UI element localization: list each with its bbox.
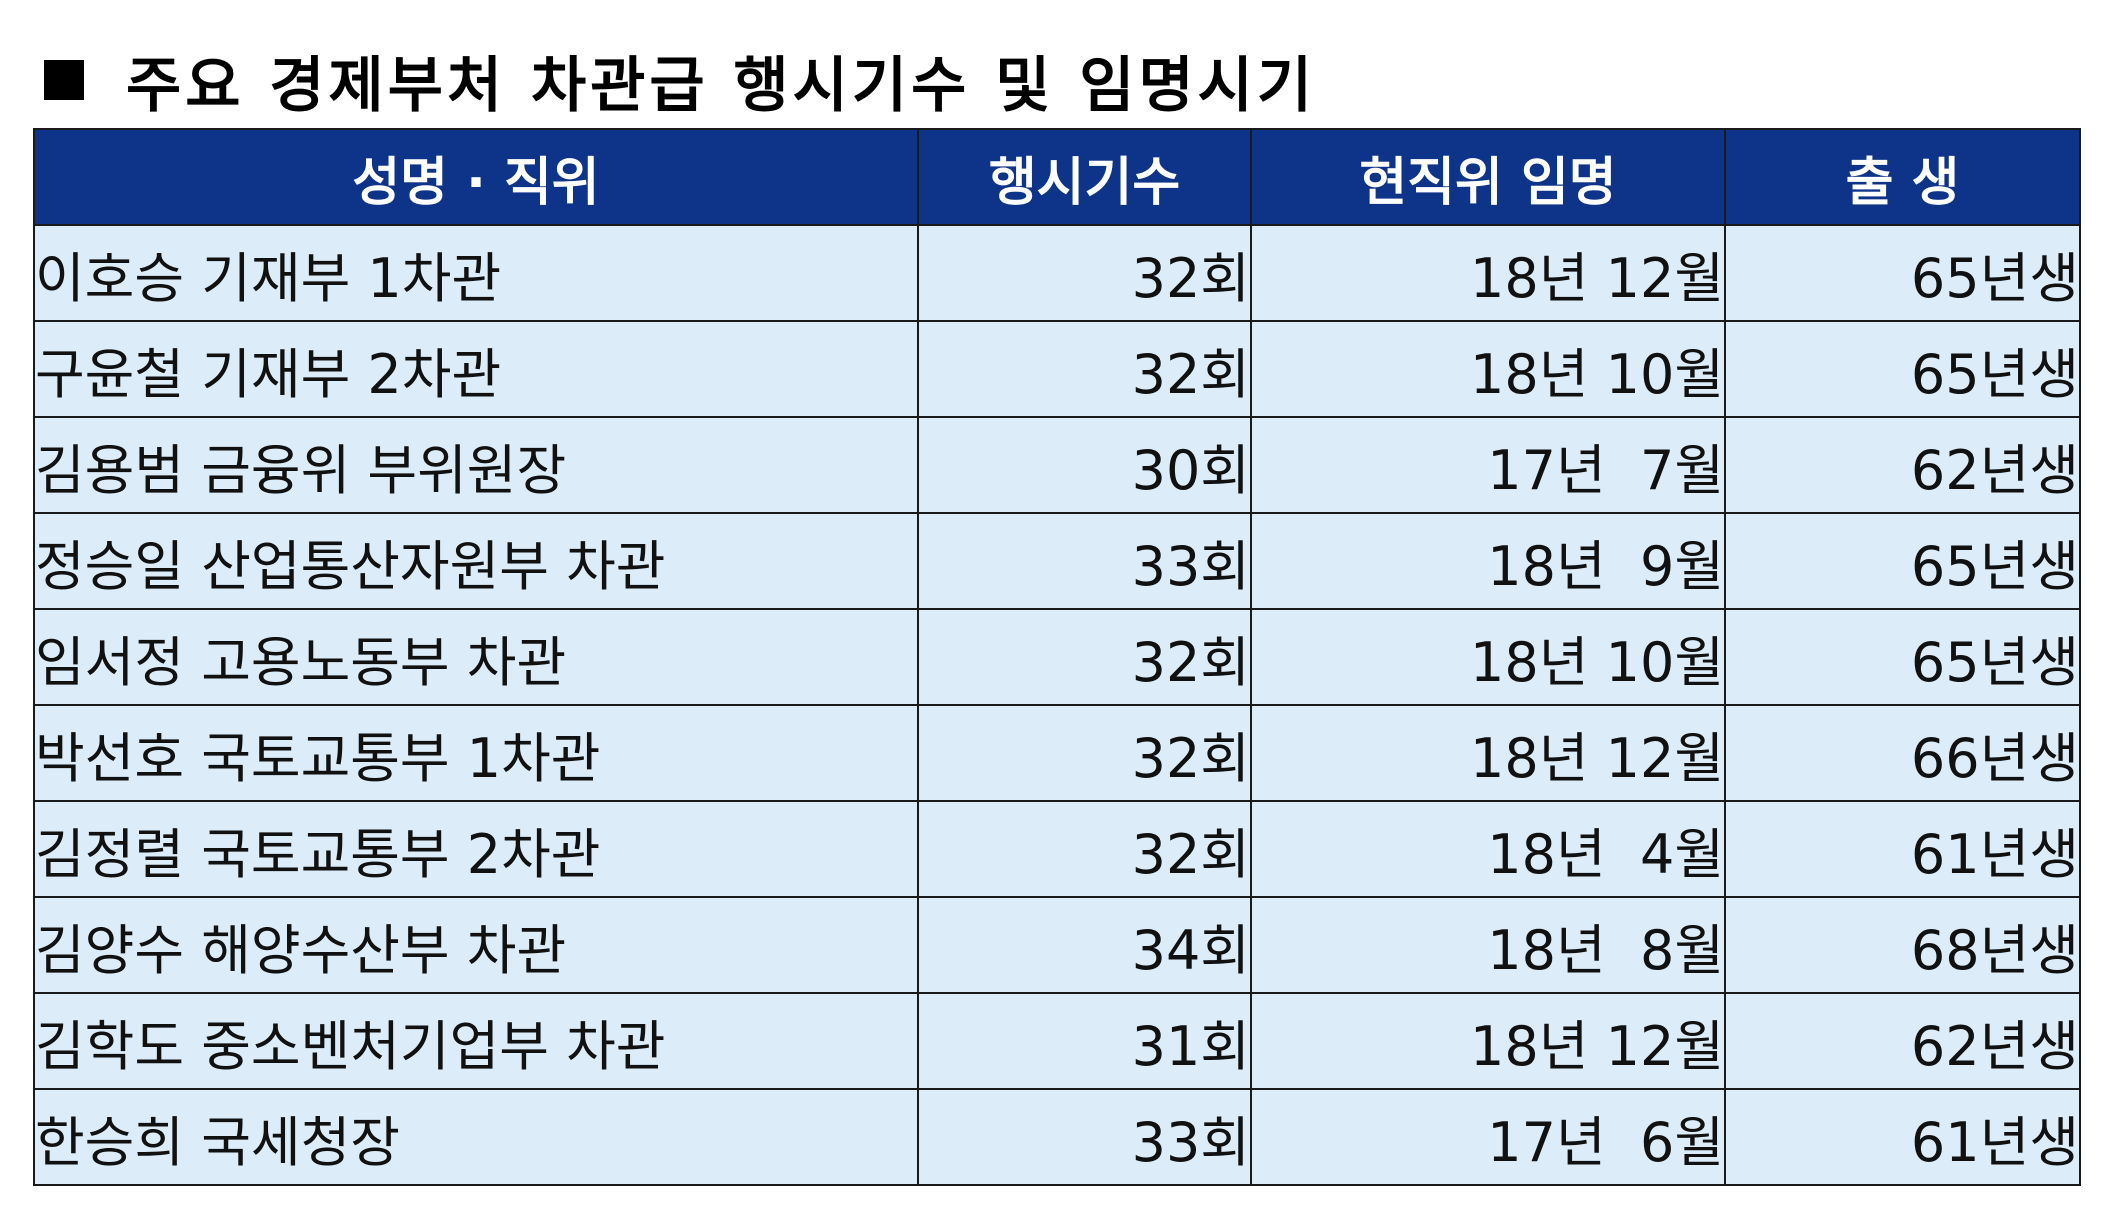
header-exam-cohort: 행시기수 bbox=[917, 128, 1252, 226]
cell-appointment-date: 18년 4월 bbox=[1250, 800, 1726, 898]
cell-birth-year: 62년생 bbox=[1724, 416, 2081, 514]
cell-name-position: 박선호 국토교통부 1차관 bbox=[33, 704, 919, 802]
header-row: 성명 · 직위 행시기수 현직위 임명 출 생 bbox=[33, 128, 2081, 226]
cell-birth-year: 65년생 bbox=[1724, 224, 2081, 322]
cell-appointment-date: 18년 12월 bbox=[1250, 704, 1726, 802]
table-row: 한승희 국세청장 33회 17년 6월 61년생 bbox=[33, 1088, 2081, 1186]
header-birth-year: 출 생 bbox=[1724, 128, 2081, 226]
table-row: 김정렬 국토교통부 2차관 32회 18년 4월 61년생 bbox=[33, 800, 2081, 898]
cell-exam-cohort: 32회 bbox=[917, 704, 1252, 802]
cell-appointment-date: 18년 12월 bbox=[1250, 992, 1726, 1090]
cell-name-position: 정승일 산업통산자원부 차관 bbox=[33, 512, 919, 610]
cell-exam-cohort: 32회 bbox=[917, 320, 1252, 418]
cell-birth-year: 66년생 bbox=[1724, 704, 2081, 802]
table-row: 김학도 중소벤처기업부 차관 31회 18년 12월 62년생 bbox=[33, 992, 2081, 1090]
cell-name-position: 한승희 국세청장 bbox=[33, 1088, 919, 1186]
cell-name-position: 이호승 기재부 1차관 bbox=[33, 224, 919, 322]
cell-exam-cohort: 32회 bbox=[917, 608, 1252, 706]
cell-birth-year: 61년생 bbox=[1724, 1088, 2081, 1186]
cell-name-position: 임서정 고용노동부 차관 bbox=[33, 608, 919, 706]
cell-name-position: 김학도 중소벤처기업부 차관 bbox=[33, 992, 919, 1090]
cell-exam-cohort: 30회 bbox=[917, 416, 1252, 514]
cell-exam-cohort: 33회 bbox=[917, 1088, 1252, 1186]
table-row: 김용범 금융위 부위원장 30회 17년 7월 62년생 bbox=[33, 416, 2081, 514]
cell-appointment-date: 18년 12월 bbox=[1250, 224, 1726, 322]
cell-appointment-date: 18년 10월 bbox=[1250, 320, 1726, 418]
data-table: 성명 · 직위 행시기수 현직위 임명 출 생 이호승 기재부 1차관 32회 … bbox=[33, 128, 2081, 1186]
cell-exam-cohort: 34회 bbox=[917, 896, 1252, 994]
table-row: 이호승 기재부 1차관 32회 18년 12월 65년생 bbox=[33, 224, 2081, 322]
cell-birth-year: 68년생 bbox=[1724, 896, 2081, 994]
cell-appointment-date: 18년 9월 bbox=[1250, 512, 1726, 610]
cell-name-position: 김용범 금융위 부위원장 bbox=[33, 416, 919, 514]
cell-exam-cohort: 32회 bbox=[917, 800, 1252, 898]
cell-birth-year: 62년생 bbox=[1724, 992, 2081, 1090]
title-row: 주요 경제부처 차관급 행시기수 및 임명시기 bbox=[44, 30, 1316, 130]
cell-name-position: 김정렬 국토교통부 2차관 bbox=[33, 800, 919, 898]
table-row: 박선호 국토교통부 1차관 32회 18년 12월 66년생 bbox=[33, 704, 2081, 802]
cell-exam-cohort: 33회 bbox=[917, 512, 1252, 610]
cell-exam-cohort: 31회 bbox=[917, 992, 1252, 1090]
table-row: 임서정 고용노동부 차관 32회 18년 10월 65년생 bbox=[33, 608, 2081, 706]
cell-exam-cohort: 32회 bbox=[917, 224, 1252, 322]
cell-birth-year: 65년생 bbox=[1724, 512, 2081, 610]
cell-appointment-date: 17년 6월 bbox=[1250, 1088, 1726, 1186]
table-row: 김양수 해양수산부 차관 34회 18년 8월 68년생 bbox=[33, 896, 2081, 994]
page-title: 주요 경제부처 차관급 행시기수 및 임명시기 bbox=[126, 50, 1317, 121]
table-row: 구윤철 기재부 2차관 32회 18년 10월 65년생 bbox=[33, 320, 2081, 418]
header-name-position: 성명 · 직위 bbox=[33, 128, 919, 226]
cell-appointment-date: 18년 10월 bbox=[1250, 608, 1726, 706]
cell-birth-year: 61년생 bbox=[1724, 800, 2081, 898]
cell-birth-year: 65년생 bbox=[1724, 608, 2081, 706]
cell-name-position: 구윤철 기재부 2차관 bbox=[33, 320, 919, 418]
cell-name-position: 김양수 해양수산부 차관 bbox=[33, 896, 919, 994]
square-bullet-icon bbox=[44, 60, 84, 100]
cell-appointment-date: 17년 7월 bbox=[1250, 416, 1726, 514]
cell-birth-year: 65년생 bbox=[1724, 320, 2081, 418]
cell-appointment-date: 18년 8월 bbox=[1250, 896, 1726, 994]
table-row: 정승일 산업통산자원부 차관 33회 18년 9월 65년생 bbox=[33, 512, 2081, 610]
header-appointment-date: 현직위 임명 bbox=[1250, 128, 1726, 226]
